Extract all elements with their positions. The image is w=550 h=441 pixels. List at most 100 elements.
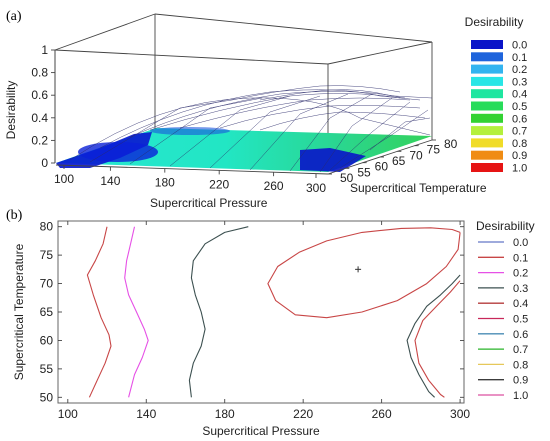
mesh-line <box>209 95 321 169</box>
legend-a-label: 0.9 <box>512 150 527 162</box>
y-tick-label-b: 65 <box>40 305 54 319</box>
x-axis-line-a <box>55 164 329 175</box>
x-axis-title-b: Supercritical Pressure <box>202 424 320 438</box>
legend-b-label: 0.0 <box>513 237 528 249</box>
mesh-line <box>339 109 429 169</box>
box-edge <box>154 13 433 43</box>
y-tick-label-b: 75 <box>40 248 54 262</box>
legend-a-label: 0.0 <box>512 40 527 52</box>
panel-a-label: (a) <box>6 9 22 24</box>
x-tick-label-b: 220 <box>293 407 313 421</box>
legend-a-swatch <box>471 40 503 49</box>
mesh-line <box>149 93 401 131</box>
panel-b: (b) 100 140 180 220 260 300 50 55 60 65 70 75 80 Sup… <box>6 208 535 438</box>
mesh-line <box>219 105 421 129</box>
y-tick-label-b: 70 <box>40 277 54 291</box>
mesh-line <box>99 89 421 149</box>
z-axis-title-a: Desirability <box>4 81 18 140</box>
x-tick-label-b: 300 <box>450 407 470 421</box>
contour-lines <box>86 226 461 398</box>
y-axis-3d: 50 55 60 65 70 75 80 <box>327 137 458 185</box>
mesh-line <box>129 97 263 165</box>
box-3d-frame <box>54 13 433 172</box>
z-tick-label: 0.4 <box>31 111 48 125</box>
legend-a-swatch <box>471 64 503 74</box>
y-tick-label-b: 50 <box>40 390 54 404</box>
z-tick-label: 0.2 <box>31 133 48 147</box>
mesh-line <box>69 97 431 161</box>
legend-a: Desirability 0.00.10.20.30.40.50.60.70.8… <box>465 15 528 175</box>
legend-a-label: 0.8 <box>512 138 527 150</box>
z-tick-label: 0 <box>41 156 48 170</box>
legend-a-label: 0.3 <box>512 76 527 88</box>
legend-a-label: 1.0 <box>512 163 527 175</box>
legend-a-swatch <box>471 113 503 123</box>
box-edge <box>54 13 156 51</box>
legend-a-items: 0.00.10.20.30.40.50.60.70.80.91.0 <box>471 40 527 175</box>
x-tick-label-b: 260 <box>372 407 392 421</box>
mesh-line <box>259 111 426 131</box>
mesh-line <box>369 117 431 151</box>
y-tick-label-a: 80 <box>444 137 458 151</box>
box-edge <box>327 41 433 65</box>
legend-b-label: 0.6 <box>513 329 528 341</box>
legend-b-label: 0.4 <box>513 298 528 310</box>
mesh-line <box>289 93 373 172</box>
y-tick-label-a: 60 <box>375 160 389 174</box>
legend-a-swatch <box>471 76 503 86</box>
mesh-line <box>259 89 406 101</box>
legend-b: Desirability 0.0 0.1 0.2 0.3 0.4 0.5 0.6 0.7 0.8… <box>476 219 535 402</box>
legend-b-items: 0.0 0.1 0.2 0.3 0.4 0.5 0.6 0.7 0.8 0.9 1.0 <box>478 237 528 402</box>
panel-a: (a) 0 0.2 0.4 0.6 0.8 1 <box>4 9 527 210</box>
optimum-marker <box>355 266 362 273</box>
legend-a-label: 0.2 <box>512 64 527 76</box>
legend-a-title: Desirability <box>465 15 524 29</box>
legend-a-swatch <box>471 138 503 148</box>
y-tick-label-b: 80 <box>40 220 54 234</box>
mesh-line <box>319 97 393 173</box>
y-tick-label-a: 55 <box>357 165 371 179</box>
x-axis-3d: 100 140 180 220 260 300 <box>54 164 329 195</box>
legend-b-label: 0.9 <box>513 375 528 387</box>
y-tick-label-a: 50 <box>340 171 354 185</box>
mesh-line <box>129 91 433 138</box>
x-axis-title-a: Supercritical Pressure <box>150 196 268 210</box>
y-tick-label-a: 75 <box>427 143 441 157</box>
legend-b-label: 0.1 <box>513 252 528 264</box>
legend-b-label: 0.3 <box>513 283 528 295</box>
mesh-line <box>179 97 411 129</box>
legend-b-label: 0.7 <box>513 344 528 356</box>
y-axis-title-b: Supercritical Temperature <box>12 243 26 380</box>
mesh-line <box>231 85 401 101</box>
legend-b-label: 0.5 <box>513 314 528 326</box>
mesh-line <box>169 95 291 167</box>
legend-b-title: Desirability <box>476 219 535 233</box>
box-edge <box>54 49 329 65</box>
legend-a-swatch <box>471 89 503 99</box>
x-tick-label-b: 100 <box>58 407 78 421</box>
contour-line <box>267 227 461 319</box>
y-axis-title-a: Supercritical Temperature <box>350 181 487 195</box>
mesh-line <box>249 93 349 171</box>
floor-blue-edge-back <box>150 127 230 135</box>
legend-b-label: 1.0 <box>513 390 528 402</box>
z-tick-label: 0.6 <box>31 88 48 102</box>
y-tick-label-b: 55 <box>40 362 54 376</box>
legend-a-label: 0.6 <box>512 113 527 125</box>
legend-a-swatch <box>471 126 503 136</box>
x-tick-label-b: 180 <box>215 407 235 421</box>
legend-a-label: 0.5 <box>512 101 527 113</box>
mesh-line <box>329 101 411 171</box>
x-tick-label-a: 260 <box>264 179 284 193</box>
panel-b-label: (b) <box>6 208 23 223</box>
z-tick-label: 0.8 <box>31 66 48 80</box>
legend-a-label: 0.4 <box>512 89 527 101</box>
x-tick-label-a: 100 <box>54 172 74 186</box>
x-tick-label-b: 140 <box>136 407 156 421</box>
mesh-line <box>89 99 233 163</box>
legend-a-label: 0.7 <box>512 126 527 138</box>
contour-line <box>124 226 149 398</box>
x-tick-label-a: 140 <box>100 174 120 188</box>
legend-a-swatch <box>471 101 503 111</box>
